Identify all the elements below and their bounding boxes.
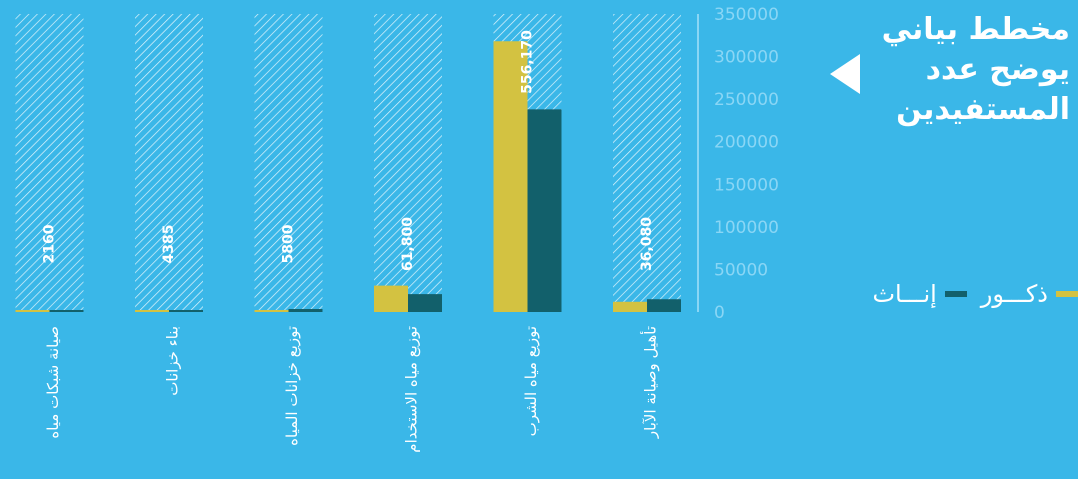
y-tick-label-6: 100000 xyxy=(714,218,779,238)
bar-female-6 xyxy=(15,310,50,312)
legend: ذكـــور إنـــاث xyxy=(832,280,1078,308)
legend-swatch-male xyxy=(1056,291,1078,297)
y-tick-label-5: 150000 xyxy=(714,175,779,195)
category-label-4: توزيع خزانات المياه xyxy=(283,326,301,446)
total-label-4: 5800 xyxy=(281,224,297,263)
category-label-3: توزيع مياه الاستخدام xyxy=(403,326,421,453)
total-label-6: 2160 xyxy=(42,224,58,263)
bar-female-5 xyxy=(135,310,169,312)
category-label-5: بناء خزانات xyxy=(164,326,182,396)
hatch-background-1 xyxy=(613,14,681,312)
y-tick-label-8: 0 xyxy=(714,303,725,323)
bar-male-5 xyxy=(169,310,203,312)
hatch-background-3 xyxy=(374,14,442,312)
bar-male-6 xyxy=(49,310,84,312)
legend-item-female: إنـــاث xyxy=(872,280,967,308)
title-line-1: مخطط بياني xyxy=(881,12,1070,47)
y-tick-label-4: 200000 xyxy=(714,133,779,153)
total-label-5: 4385 xyxy=(161,225,177,264)
legend-item-male: ذكـــور xyxy=(981,280,1078,308)
bar-male-1 xyxy=(647,299,681,312)
chart-title: مخطط بياني يوضح عدد المستفيدين xyxy=(870,10,1070,130)
bar-male-2 xyxy=(527,109,562,312)
category-label-1: تأهيل وصيانة الآبار xyxy=(640,326,660,439)
y-tick-label-1: 350000 xyxy=(714,5,779,25)
legend-swatch-female xyxy=(944,291,967,297)
triangle-left-icon xyxy=(830,54,860,94)
y-tick-label-7: 50000 xyxy=(714,260,768,280)
hatch-background-6 xyxy=(15,14,84,312)
title-line-3: المستفيدين xyxy=(896,92,1070,127)
bar-male-4 xyxy=(288,309,323,312)
y-tick-label-2: 300000 xyxy=(714,48,779,68)
bar-female-3 xyxy=(374,285,408,312)
title-line-2: يوضح عدد xyxy=(925,52,1070,87)
total-label-2: 556,170 xyxy=(520,30,536,94)
bar-female-4 xyxy=(254,310,289,312)
hatch-background-4 xyxy=(254,14,323,312)
bar-female-1 xyxy=(613,301,647,312)
legend-label-female: إنـــاث xyxy=(872,280,937,308)
legend-label-male: ذكـــور xyxy=(980,280,1048,308)
bar-male-3 xyxy=(408,294,442,312)
y-tick-label-3: 250000 xyxy=(714,90,779,110)
category-label-2: توزيع مياه الشرب xyxy=(522,326,540,436)
total-label-1: 36,080 xyxy=(639,217,655,271)
hatch-background-5 xyxy=(135,14,203,312)
total-label-3: 61,800 xyxy=(400,217,416,271)
category-label-6: صيانة شبكات مياه xyxy=(44,326,62,439)
bar-female-2 xyxy=(493,41,528,312)
